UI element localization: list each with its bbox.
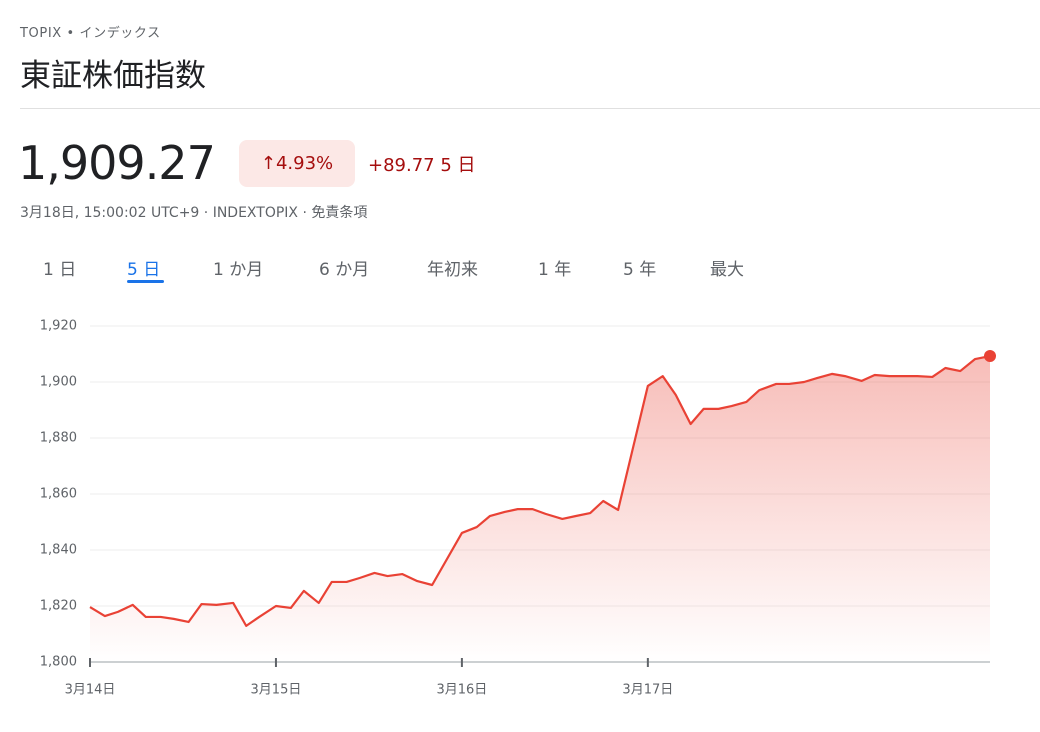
period: 5 日 [440,155,476,176]
tab[interactable]: 5 年 [623,260,657,280]
change-badge: ↑4.93% [239,140,355,187]
area [90,356,990,662]
meta: 3月18日, 15:00:02 UTC+9 · INDEXTOPIX · 免責条… [20,205,368,221]
tab[interactable]: 最大 [710,260,744,280]
kind: インデックス [79,26,161,41]
y-tick-label: 1,920 [40,319,77,334]
change: +89.77 [368,155,435,176]
tab[interactable]: 1 年 [538,260,572,280]
y-tick-label: 1,860 [40,487,77,502]
x-tick-label: 3月14日 [65,683,116,698]
divider [20,108,1040,109]
symbol: TOPIX [20,26,62,41]
title: 東証株価指数 [20,58,206,94]
x-tick-label: 3月17日 [622,683,673,698]
y-tick-label: 1,800 [40,655,77,670]
price: 1,909.27 [18,136,216,190]
tab[interactable]: 5 日 [127,260,161,280]
change-percent: 4.93% [275,153,334,174]
tab[interactable]: 年初来 [427,260,478,280]
last-point [984,350,996,363]
tab[interactable]: 1 日 [43,260,77,280]
tab[interactable]: 1 か月 [213,260,264,280]
tab[interactable]: 6 か月 [319,260,370,280]
symbol-line: TOPIX • インデックス [20,26,161,41]
y-tick-label: 1,880 [40,431,77,446]
y-tick-label: 1,840 [40,543,77,558]
x-tick-label: 3月15日 [251,683,302,698]
tab-indicator [127,280,164,283]
y-tick-label: 1,820 [40,599,77,614]
y-tick-label: 1,900 [40,375,77,390]
x-tick-label: 3月16日 [436,683,487,698]
line [89,354,991,627]
change-line: +89.77 5 日 [368,151,476,177]
